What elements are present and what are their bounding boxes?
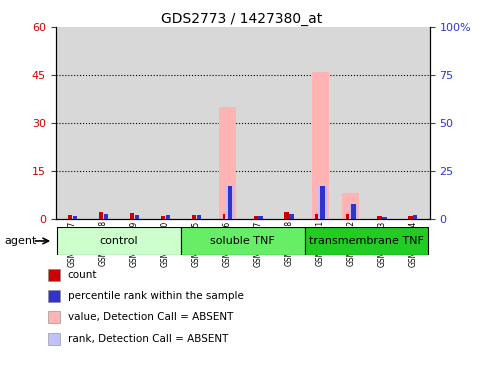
Bar: [135, 215, 139, 219]
Bar: [68, 215, 72, 219]
Bar: [254, 216, 258, 219]
Bar: [289, 214, 294, 219]
Text: GDS2773 / 1427380_at: GDS2773 / 1427380_at: [161, 12, 322, 25]
Bar: [315, 214, 320, 219]
Bar: [226, 186, 234, 219]
Bar: [318, 186, 327, 219]
Bar: [181, 227, 305, 255]
Bar: [223, 214, 227, 219]
Bar: [161, 216, 165, 219]
Bar: [57, 227, 181, 255]
Bar: [104, 214, 108, 219]
Bar: [346, 214, 351, 219]
Text: control: control: [99, 236, 138, 246]
Bar: [349, 204, 358, 219]
Bar: [342, 193, 359, 219]
Text: rank, Detection Call = ABSENT: rank, Detection Call = ABSENT: [68, 334, 228, 344]
Bar: [227, 186, 232, 219]
Text: value, Detection Call = ABSENT: value, Detection Call = ABSENT: [68, 312, 233, 322]
Bar: [192, 215, 196, 219]
Text: transmembrane TNF: transmembrane TNF: [309, 236, 424, 246]
Bar: [99, 212, 103, 219]
Bar: [284, 212, 289, 219]
Bar: [413, 215, 417, 219]
Bar: [130, 213, 134, 219]
Bar: [305, 227, 428, 255]
Bar: [219, 107, 236, 219]
Text: soluble TNF: soluble TNF: [210, 236, 275, 246]
Bar: [382, 217, 386, 219]
Bar: [408, 216, 412, 219]
Bar: [258, 216, 263, 219]
Bar: [351, 204, 355, 219]
Text: percentile rank within the sample: percentile rank within the sample: [68, 291, 243, 301]
Bar: [320, 186, 325, 219]
Bar: [73, 216, 77, 219]
Bar: [48, 290, 60, 302]
Text: count: count: [68, 270, 97, 280]
Bar: [197, 215, 201, 219]
Text: agent: agent: [5, 236, 37, 246]
Bar: [377, 216, 382, 219]
Bar: [166, 215, 170, 219]
Bar: [312, 72, 328, 219]
Bar: [48, 311, 60, 323]
Bar: [48, 269, 60, 281]
Bar: [48, 333, 60, 344]
